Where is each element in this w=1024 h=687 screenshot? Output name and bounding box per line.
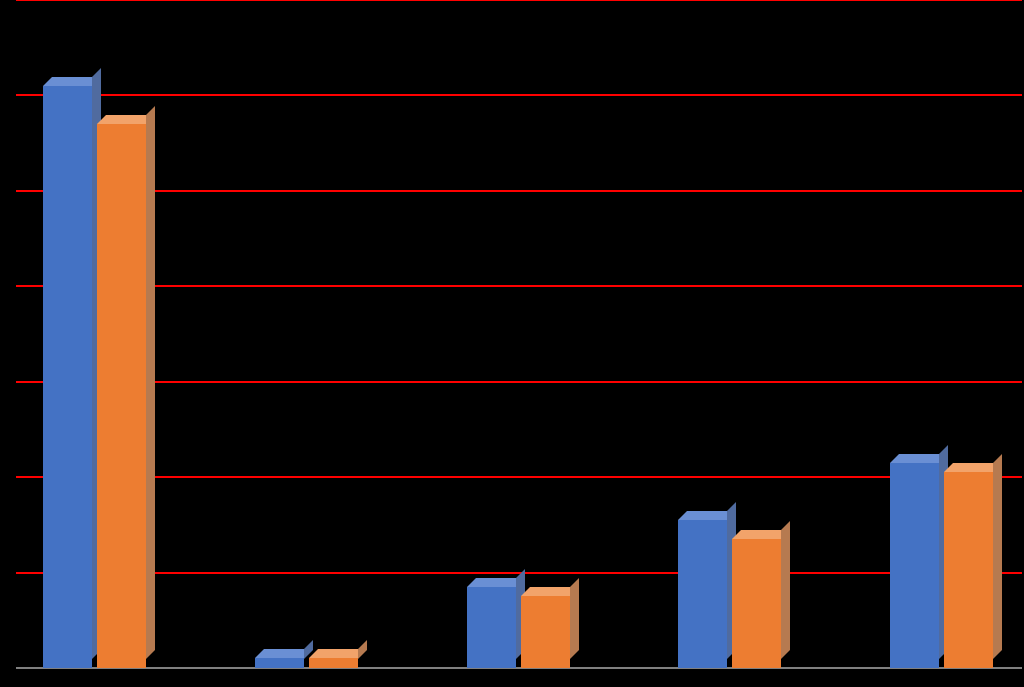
bar [890, 454, 939, 668]
x-axis-baseline [16, 667, 1022, 669]
bar [944, 463, 993, 668]
gridline [16, 94, 1022, 96]
bar-side-face [993, 454, 1002, 659]
bar [678, 511, 727, 668]
bar-front-face [309, 658, 358, 668]
bar-front-face [944, 472, 993, 668]
bar-side-face [570, 578, 579, 659]
plot-area [16, 0, 1022, 668]
gridline [16, 381, 1022, 383]
bar-side-face [781, 521, 790, 659]
bar [255, 649, 304, 668]
bar-front-face [467, 587, 516, 668]
bar-front-face [890, 463, 939, 668]
bar-chart [0, 0, 1024, 687]
bar-front-face [43, 86, 92, 668]
bar-front-face [97, 124, 146, 668]
bar [43, 77, 92, 668]
bar [467, 578, 516, 668]
bar-front-face [255, 658, 304, 668]
bar [97, 115, 146, 668]
bar-side-face [146, 106, 155, 659]
gridline [16, 476, 1022, 478]
gridline [16, 190, 1022, 192]
bar [732, 530, 781, 668]
bar [309, 649, 358, 668]
bar-front-face [678, 520, 727, 668]
gridline [16, 285, 1022, 287]
gridline [16, 0, 1022, 1]
bar-front-face [732, 539, 781, 668]
bar [521, 587, 570, 668]
bar-front-face [521, 596, 570, 668]
bar-side-face [358, 640, 367, 659]
